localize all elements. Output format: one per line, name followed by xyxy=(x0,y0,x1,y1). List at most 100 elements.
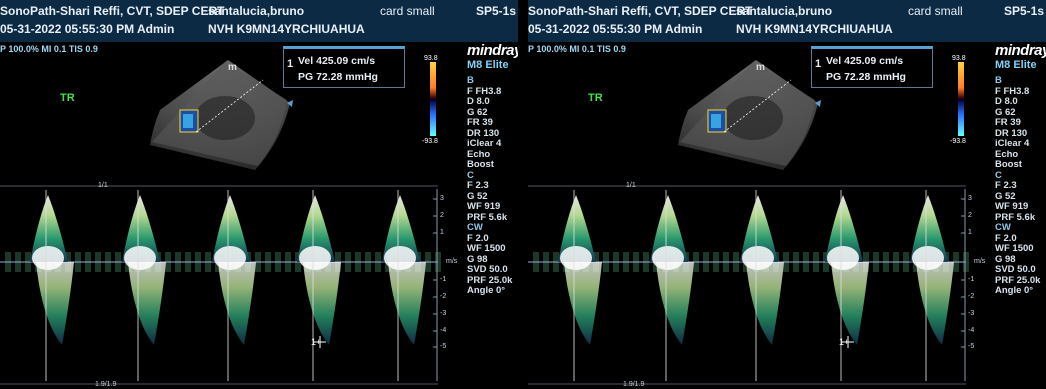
cw-mode-title: CW xyxy=(467,222,483,233)
b-mode-setting: iClear 4 xyxy=(467,138,502,149)
color-mode-setting: WF 919 xyxy=(995,201,1029,212)
ultrasound-panel: m SonoPath-Shari Reffi, CVT, SDEP CERT 0… xyxy=(528,0,1046,389)
cw-mode-setting: PRF 25.0k xyxy=(467,274,513,286)
b-mode-setting: D 8.0 xyxy=(467,96,490,107)
b-mode-setting: DR 130 xyxy=(467,127,500,139)
scale-tick-label: -3 xyxy=(968,310,975,317)
scale-tick-label: 1 xyxy=(440,229,444,236)
probe-name: SP5-1s xyxy=(476,4,517,18)
color-mode-setting: F 2.3 xyxy=(995,180,1017,191)
b-mode-setting: Echo Boost xyxy=(467,148,494,170)
pressure-gradient-readout: PG 72.28 mmHg xyxy=(298,71,378,83)
pressure-gradient-readout: PG 72.28 mmHg xyxy=(826,71,906,83)
patient-id: NVH K9MN14YRCHIUAHUA xyxy=(736,22,893,36)
cw-mode-setting: SVD 50.0 xyxy=(995,264,1036,275)
cw-mode-setting: F 2.0 xyxy=(467,232,489,244)
scale-tick-label: -4 xyxy=(968,327,975,334)
doppler-systolic-envelope xyxy=(212,195,250,262)
cw-mode-setting: SVD 50.0 xyxy=(467,264,508,275)
cw-mode-setting: PRF 25.0k xyxy=(995,274,1041,286)
b-mode-setting: D 8.0 xyxy=(995,96,1018,107)
heart-chamber xyxy=(195,96,255,140)
timeline-label: 1/1 xyxy=(626,182,636,189)
view-label: TR xyxy=(588,92,603,104)
b-mode-setting: G 62 xyxy=(467,106,488,118)
probe-name: SP5-1s xyxy=(1004,4,1045,18)
svg-text:m: m xyxy=(756,62,765,73)
colorbar-max-label: 93.8 xyxy=(424,55,438,62)
exam-datetime: 05-31-2022 05:55:30 PM Admin xyxy=(528,22,703,36)
color-mode-setting: WF 919 xyxy=(467,201,501,212)
measurement-index: 1 xyxy=(287,58,294,70)
color-mode-setting: PRF 5.6k xyxy=(467,211,508,223)
scale-unit: m/s xyxy=(974,258,986,265)
scale-tick-label: -3 xyxy=(440,310,447,317)
scale-tick-label: 1 xyxy=(968,229,972,236)
scale-tick-label: -5 xyxy=(968,343,975,350)
cw-mode-title: CW xyxy=(995,222,1011,233)
measurement-box: 1 Vel 425.09 cm/s PG 72.28 mmHg xyxy=(283,46,405,88)
acoustic-params: P 100.0% MI 0.1 TIS 0.9 xyxy=(528,44,626,54)
scale-tick-label: -2 xyxy=(440,293,447,300)
measurement-box: 1 Vel 425.09 cm/s PG 72.28 mmHg xyxy=(811,46,933,88)
measurement-index: 1 xyxy=(815,58,822,70)
cw-mode-setting: WF 1500 xyxy=(995,243,1034,254)
cw-mode-setting: Angle 0° xyxy=(995,285,1034,296)
b-mode-setting: G 62 xyxy=(995,106,1016,118)
scale-tick-label: 2 xyxy=(968,212,972,219)
b-mode-setting: F FH3.8 xyxy=(467,85,502,97)
svg-text:m: m xyxy=(228,62,237,73)
b-mode-setting: iClear 4 xyxy=(995,138,1030,149)
scale-unit: m/s xyxy=(446,258,458,265)
color-mode-setting: PRF 5.6k xyxy=(995,211,1036,223)
b-mode-title: B xyxy=(467,75,474,86)
doppler-systolic-envelope xyxy=(650,195,688,262)
header-bar: SonoPath-Shari Reffi, CVT, SDEP CERT 05-… xyxy=(528,0,1046,42)
color-mode-title: C xyxy=(995,169,1002,181)
exam-preset: card small xyxy=(908,4,963,18)
acoustic-params: P 100.0% MI 0.1 TIS 0.9 xyxy=(0,44,98,54)
brand-logo: mindray xyxy=(995,42,1046,59)
brand-logo: mindray xyxy=(467,42,518,59)
exam-datetime: 05-31-2022 05:55:30 PM Admin xyxy=(0,22,175,36)
cw-mode-setting: G 98 xyxy=(995,253,1016,265)
scale-tick-label: 3 xyxy=(968,195,972,202)
b-mode-setting: DR 130 xyxy=(995,127,1028,139)
b-mode-title: B xyxy=(995,75,1002,86)
institution-title: SonoPath-Shari Reffi, CVT, SDEP CERT xyxy=(528,4,753,18)
cw-mode-setting: Angle 0° xyxy=(467,285,506,296)
patient-name: santalucia,bruno xyxy=(736,4,833,18)
doppler-systolic-envelope xyxy=(382,195,420,262)
doppler-systolic-envelope xyxy=(122,195,160,262)
ultrasound-panel: m SonoPath-Shari Reffi, CVT, SDEP CERT 0… xyxy=(0,0,518,389)
color-mode-setting: G 52 xyxy=(467,190,488,202)
color-velocity-bar xyxy=(430,62,436,136)
b-mode-setting: F FH3.8 xyxy=(995,85,1030,97)
scale-tick-label: 2 xyxy=(440,212,444,219)
header-bar: SonoPath-Shari Reffi, CVT, SDEP CERT 05-… xyxy=(0,0,518,42)
timeline-bottom-label: 1.9/1.9 xyxy=(623,381,645,388)
cursor-label: 1+ xyxy=(311,337,322,347)
patient-name: santalucia,bruno xyxy=(208,4,305,18)
color-velocity-bar xyxy=(958,62,964,136)
scale-tick-label: -5 xyxy=(440,343,447,350)
velocity-readout: Vel 425.09 cm/s xyxy=(826,55,904,67)
patient-id: NVH K9MN14YRCHIUAHUA xyxy=(208,22,365,36)
scale-tick-label: -1 xyxy=(440,276,447,283)
heart-chamber xyxy=(723,96,783,140)
exam-preset: card small xyxy=(380,4,435,18)
doppler-systolic-envelope xyxy=(910,195,948,262)
color-mode-setting: F 2.3 xyxy=(467,180,489,191)
b-mode-setting: Echo Boost xyxy=(995,148,1022,170)
doppler-systolic-envelope xyxy=(558,195,596,262)
colorbar-min-label: -93.8 xyxy=(422,138,438,145)
b-mode-setting: FR 39 xyxy=(995,117,1021,128)
scale-tick-label: 3 xyxy=(440,195,444,202)
view-label: TR xyxy=(60,92,75,104)
color-mode-title: C xyxy=(467,169,474,181)
scale-tick-label: -4 xyxy=(440,327,447,334)
cw-mode-setting: G 98 xyxy=(467,253,488,265)
system-model: M8 Elite xyxy=(467,59,509,71)
